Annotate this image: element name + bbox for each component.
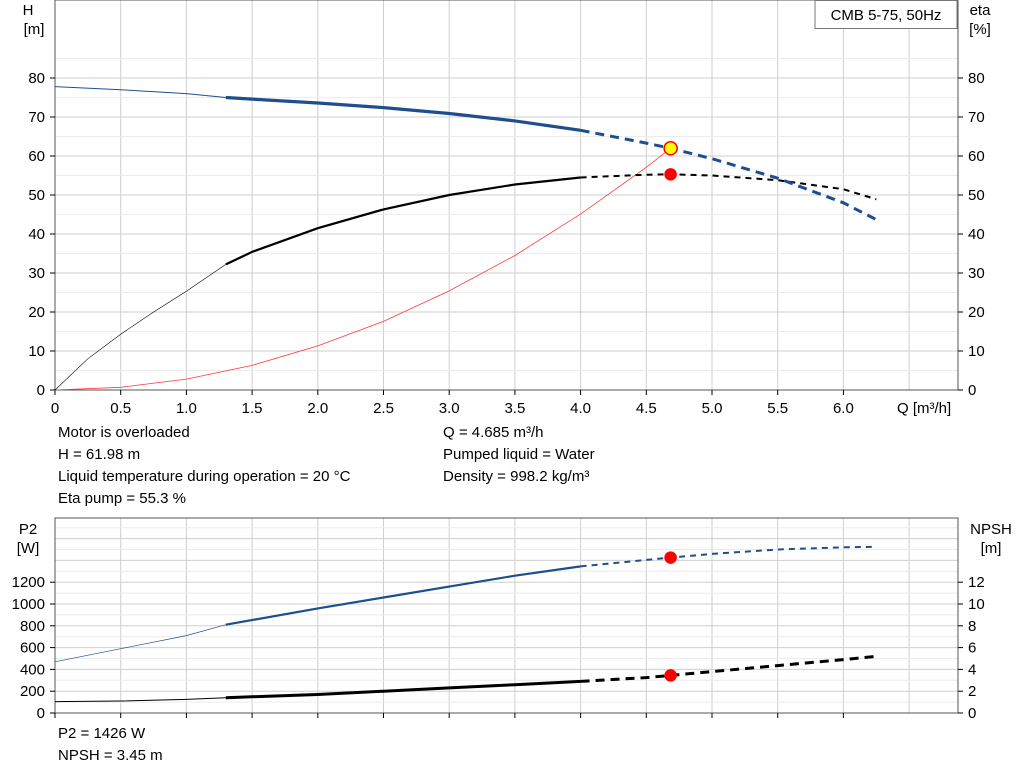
y2-tick-label-right: 60 <box>968 148 985 165</box>
y-axis-label: H <box>23 2 34 19</box>
eta-curve-operating <box>225 176 581 266</box>
pumped-liquid-text: Pumped liquid = Water <box>443 446 595 463</box>
x-tick-label: 2.5 <box>373 400 394 417</box>
y2-tick-label-right: 70 <box>968 109 985 126</box>
flow-value-text: Q = 4.685 m³/h <box>443 424 544 441</box>
y2-tick-label-right: 20 <box>968 304 985 321</box>
p2-tick-label: 0 <box>37 705 45 722</box>
y-tick-label-left: 50 <box>28 187 45 204</box>
head-curve-projected <box>580 128 877 221</box>
y2-tick-label-right: 30 <box>968 265 985 282</box>
x-tick-label: 2.0 <box>307 400 328 417</box>
y2-tick-label-right: 40 <box>968 226 985 243</box>
npsh-axis-label: NPSH <box>970 521 1012 538</box>
chart-title-box <box>814 0 958 29</box>
x-tick-label: 6.0 <box>833 400 854 417</box>
p2-tick-label: 600 <box>20 640 45 657</box>
npsh-curve-extended <box>54 697 226 703</box>
npsh-tick-label: 6 <box>968 640 976 657</box>
p2-tick-label: 800 <box>20 618 45 635</box>
eta-curve-projected <box>580 173 877 201</box>
duty-info-right: Q = 4.685 m³/h Pumped liquid = Water Den… <box>443 422 595 488</box>
duty-point-power-marker <box>664 551 677 564</box>
y-tick-label-left: 20 <box>28 304 45 321</box>
npsh-tick-label: 2 <box>968 683 976 700</box>
motor-status-text: Motor is overloaded <box>58 424 190 441</box>
y2-axis-unit: [%] <box>969 21 991 38</box>
x-tick-label: 3.0 <box>439 400 460 417</box>
y-tick-label-left: 0 <box>37 382 45 399</box>
p2-tick-label: 200 <box>20 683 45 700</box>
y-tick-label-left: 10 <box>28 343 45 360</box>
duty-point-head-marker <box>663 141 678 156</box>
x-tick-label: 3.5 <box>504 400 525 417</box>
y2-axis-label: eta <box>970 2 992 19</box>
x-tick-label: 0 <box>51 400 59 417</box>
npsh-tick-label: 12 <box>968 574 985 591</box>
npsh-curve-projected <box>580 654 877 683</box>
y2-tick-label-right: 80 <box>968 70 985 87</box>
system-curve-line <box>54 147 671 391</box>
head-value-text: H = 61.98 m <box>58 446 141 463</box>
y-tick-label-left: 60 <box>28 148 45 165</box>
npsh-tick-label: 8 <box>968 618 976 635</box>
p2-axis-unit: [W] <box>17 540 40 557</box>
y-axis-unit: [m] <box>24 21 45 38</box>
npsh-axis-unit: [m] <box>981 540 1002 557</box>
y-tick-label-left: 40 <box>28 226 45 243</box>
density-text: Density = 998.2 kg/m³ <box>443 468 590 485</box>
x-tick-label: 1.5 <box>242 400 263 417</box>
y-tick-label-left: 30 <box>28 265 45 282</box>
liquid-temperature-text: Liquid temperature during operation = 20… <box>58 468 351 485</box>
power-curve-operating <box>225 565 581 626</box>
x-tick-label: 5.0 <box>702 400 723 417</box>
duty-info-left: Motor is overloaded H = 61.98 m Liquid t… <box>58 422 350 510</box>
head-curve-extended <box>54 86 226 98</box>
x-tick-label: 5.5 <box>767 400 788 417</box>
y-tick-label-left: 80 <box>28 70 45 87</box>
x-tick-label: 4.0 <box>570 400 591 417</box>
power-value-text: P2 = 1426 W <box>58 725 146 742</box>
p2-tick-label: 1200 <box>12 574 45 591</box>
power-curve-projected <box>580 545 877 568</box>
power-curve-extended <box>54 624 226 663</box>
x-tick-label: 4.5 <box>636 400 657 417</box>
p2-tick-label: 400 <box>20 661 45 678</box>
head-curve-operating <box>225 95 581 132</box>
chart-title: CMB 5-75, 50Hz <box>831 7 942 24</box>
x-axis-label: Q [m³/h] <box>897 400 951 417</box>
eta-pump-text: Eta pump = 55.3 % <box>58 490 186 507</box>
duty-point-npsh-marker <box>664 669 677 682</box>
x-tick-label: 1.0 <box>176 400 197 417</box>
duty-point-eta-marker <box>664 168 677 181</box>
npsh-tick-label: 4 <box>968 661 976 678</box>
npsh-tick-label: 10 <box>968 596 985 613</box>
y2-tick-label-right: 10 <box>968 343 985 360</box>
y2-tick-label-right: 50 <box>968 187 985 204</box>
npsh-curve-operating <box>225 679 581 700</box>
p2-tick-label: 1000 <box>12 596 45 613</box>
x-tick-label: 0.5 <box>110 400 131 417</box>
y-tick-label-left: 70 <box>28 109 45 126</box>
npsh-tick-label: 0 <box>968 705 976 722</box>
p2-axis-label: P2 <box>19 521 37 538</box>
eta-curve-extended <box>54 264 226 391</box>
npsh-value-text: NPSH = 3.45 m <box>58 747 163 764</box>
bottom-plot-frame <box>54 517 959 714</box>
y2-tick-label-right: 0 <box>968 382 976 399</box>
duty-info-bottom: P2 = 1426 W NPSH = 3.45 m <box>58 723 163 767</box>
